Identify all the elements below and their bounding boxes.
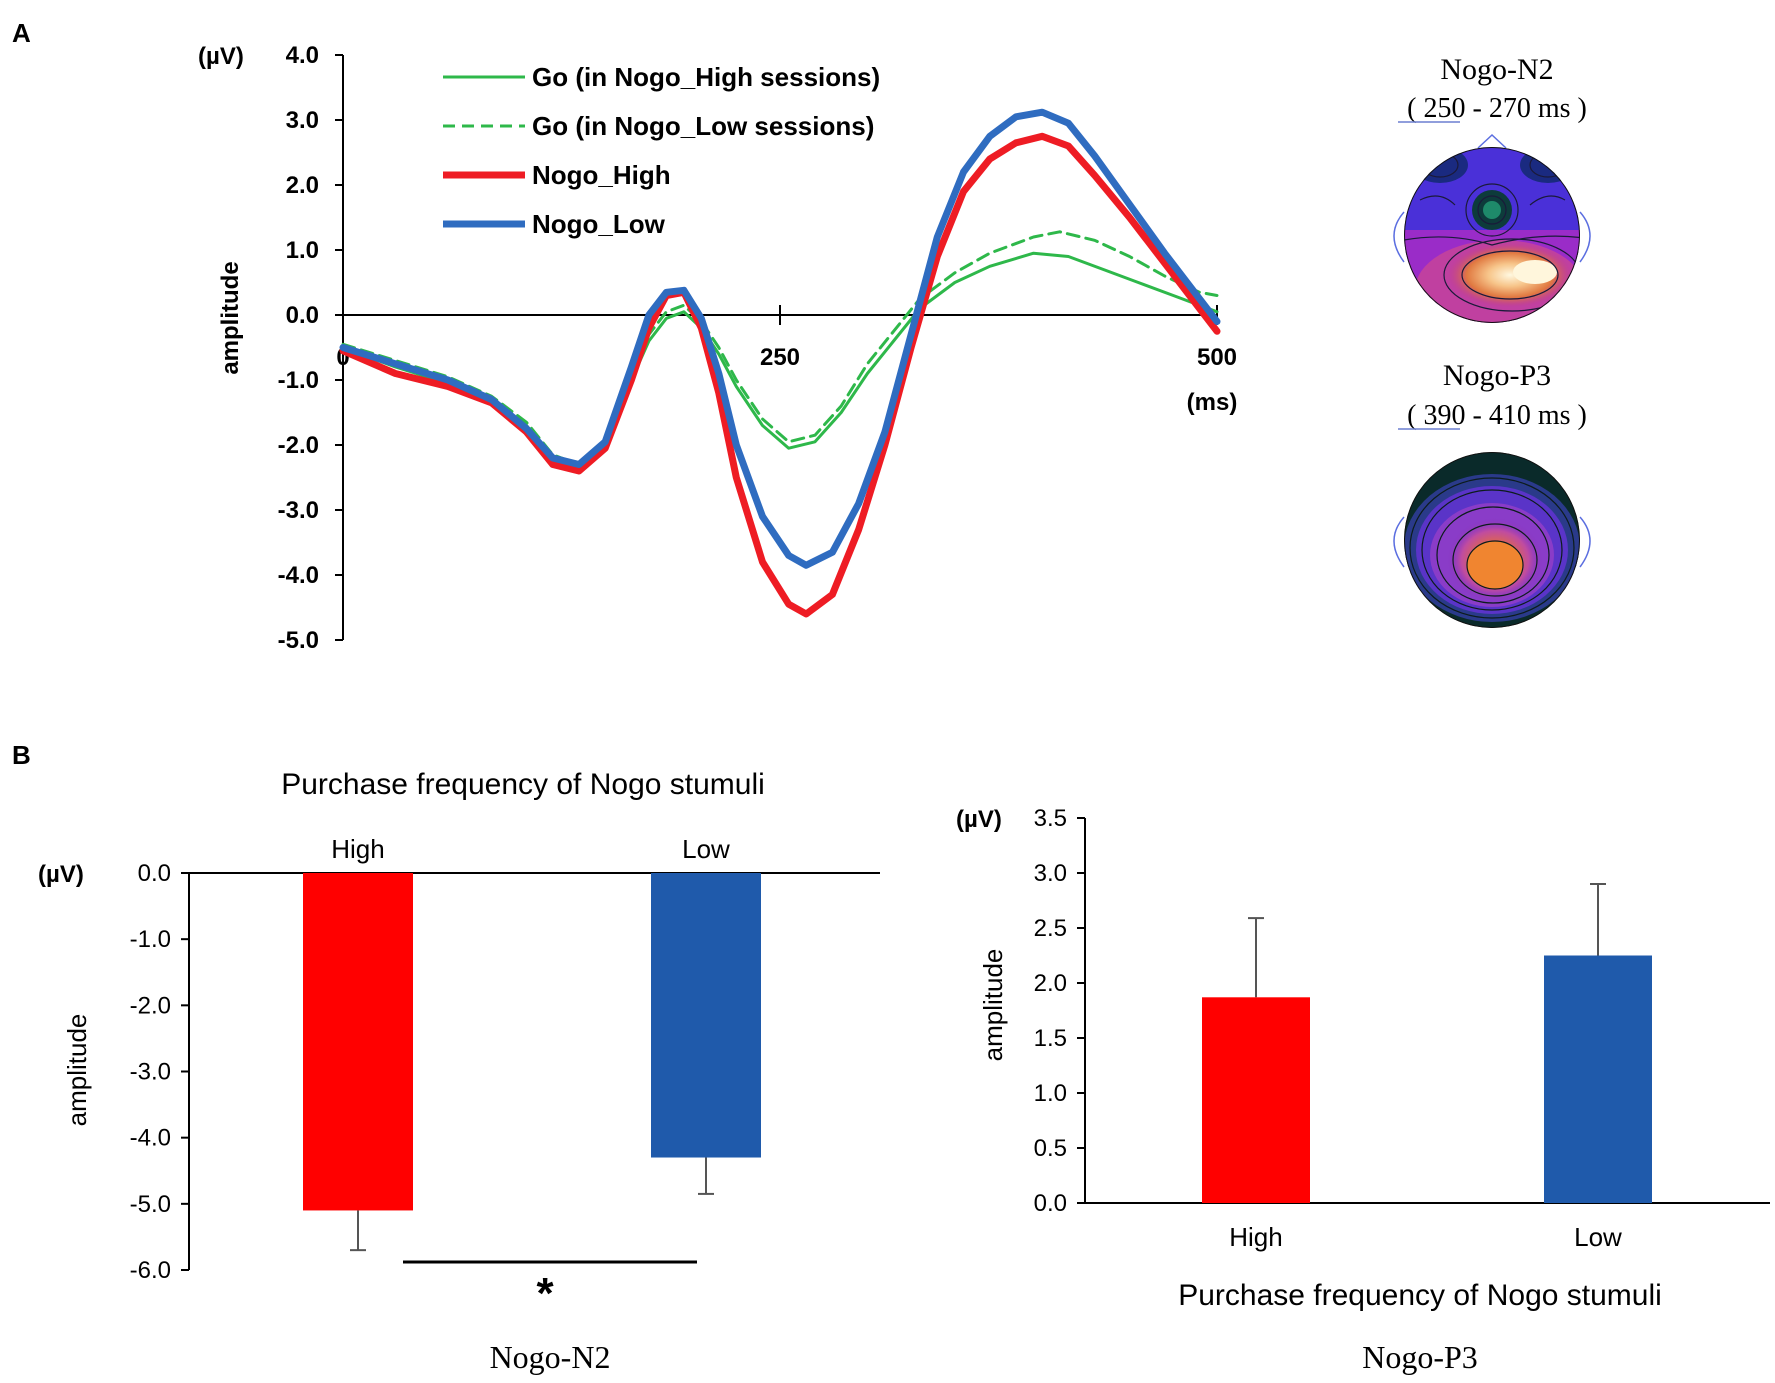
- p3-y-tick-label: 2.0: [1034, 970, 1067, 997]
- p3-category-label: High: [1229, 1222, 1282, 1252]
- n2-unit-label: (µV): [38, 861, 84, 888]
- n2-significance-star: *: [536, 1269, 554, 1318]
- n2-bars: High Low: [303, 834, 761, 1252]
- erp-y-tick-label: 2.0: [286, 172, 319, 199]
- n2-y-tick-label: -6.0: [130, 1257, 171, 1284]
- erp-x-tick-label: 500: [1197, 344, 1237, 371]
- p3-y-ticks: 3.5 3.0 2.5 2.0 1.5 1.0 0.5 0.0: [1034, 805, 1085, 1217]
- erp-chart: 4.03.02.01.00.0-1.0-2.0-3.0-4.0-5.0 0 250…: [198, 42, 1237, 654]
- erp-series-lines: [339, 108, 1221, 618]
- erp-series-line: [341, 230, 1219, 466]
- n2-y-tick-label: 0.0: [138, 860, 171, 887]
- p3-x-label: Purchase frequency of Nogo stumuli: [1178, 1279, 1662, 1312]
- erp-legend-label: Go (in Nogo_High sessions): [532, 62, 880, 92]
- erp-y-tick-label: 0.0: [286, 302, 319, 329]
- erp-x-label: (ms): [1187, 389, 1238, 416]
- erp-series-line: [339, 108, 1221, 569]
- n2-y-tick-label: -1.0: [130, 926, 171, 953]
- p3-y-tick-label: 0.5: [1034, 1135, 1067, 1162]
- topomap-p3: Nogo-P3 ( 390 - 410 ms ): [1393, 359, 1591, 628]
- n2-category-label: High: [331, 834, 384, 864]
- head-outline-n2: [1393, 133, 1591, 263]
- n2-y-label: amplitude: [62, 1014, 92, 1127]
- n2-category-label: Low: [682, 834, 730, 864]
- erp-legend-label: Nogo_High: [532, 160, 671, 190]
- n2-bar: [651, 873, 761, 1158]
- p3-bar: [1202, 997, 1310, 1203]
- erp-legend-label: Nogo_Low: [532, 209, 666, 239]
- erp-y-tick-label: -5.0: [278, 627, 319, 654]
- erp-y-tick-label: -3.0: [278, 497, 319, 524]
- n2-y-tick-label: -5.0: [130, 1191, 171, 1218]
- n2-bar: [303, 873, 413, 1211]
- topomap-n2-window: ( 250 - 270 ms ): [1407, 93, 1587, 124]
- erp-series-line: [339, 132, 1221, 618]
- p3-bar-chart: 3.5 3.0 2.5 2.0 1.5 1.0 0.5 0.0 High Low (µV) am…: [956, 805, 1770, 1375]
- topomap-p3-window: ( 390 - 410 ms ): [1407, 400, 1587, 431]
- n2-chart-title: Purchase frequency of Nogo stumuli: [281, 768, 765, 801]
- erp-legend: Go (in Nogo_High sessions) Go (in Nogo_Lo…: [443, 62, 880, 239]
- topomap-p3-surface: [1404, 452, 1580, 628]
- p3-category-label: Low: [1574, 1222, 1622, 1252]
- p3-y-tick-label: 1.0: [1034, 1080, 1067, 1107]
- erp-x-tick-label: 250: [760, 344, 800, 371]
- topomap-p3-title: Nogo-P3: [1443, 359, 1551, 392]
- topomap-n2-title: Nogo-N2: [1440, 53, 1553, 86]
- erp-y-tick-label: -4.0: [278, 562, 319, 589]
- p3-y-tick-label: 3.5: [1034, 805, 1067, 832]
- erp-unit-label: (µV): [198, 43, 244, 70]
- erp-y-tick-label: 3.0: [286, 107, 319, 134]
- n2-caption: Nogo-N2: [490, 1339, 611, 1375]
- topomap-n2: Nogo-N2 ( 250 - 270 ms ): [1393, 53, 1591, 323]
- n2-y-ticks: 0.0 -1.0 -2.0 -3.0 -4.0 -5.0 -6.0: [130, 860, 189, 1284]
- erp-y-tick-label: -1.0: [278, 367, 319, 394]
- n2-y-tick-label: -4.0: [130, 1125, 171, 1152]
- n2-bar-chart: Purchase frequency of Nogo stumuli 0.0 -1…: [38, 768, 880, 1375]
- p3-bars: High Low: [1202, 883, 1652, 1252]
- n2-y-tick-label: -2.0: [130, 992, 171, 1019]
- p3-caption: Nogo-P3: [1362, 1339, 1478, 1375]
- p3-y-label: amplitude: [978, 949, 1008, 1062]
- p3-y-tick-label: 3.0: [1034, 860, 1067, 887]
- head-outline-p3: [1393, 516, 1591, 568]
- p3-y-tick-label: 0.0: [1034, 1190, 1067, 1217]
- p3-unit-label: (µV): [956, 806, 1002, 833]
- panel-label-a: A: [12, 18, 31, 48]
- erp-y-tick-label: 4.0: [286, 42, 319, 69]
- n2-y-tick-label: -3.0: [130, 1059, 171, 1086]
- erp-y-ticks: 4.0 3.0 2.0 1.0 0.0 -1.0 -2.0 -3.0 -4.0 -5.0: [278, 42, 343, 654]
- panel-label-b: B: [12, 740, 31, 770]
- erp-y-tick-label: 1.0: [286, 237, 319, 264]
- p3-y-tick-label: 1.5: [1034, 1025, 1067, 1052]
- p3-bar: [1544, 955, 1652, 1203]
- erp-y-tick-label: -2.0: [278, 432, 319, 459]
- erp-legend-label: Go (in Nogo_Low sessions): [532, 111, 874, 141]
- erp-y-label: amplitude: [217, 261, 244, 374]
- topomap-n2-surface: [1404, 147, 1580, 323]
- p3-y-tick-label: 2.5: [1034, 915, 1067, 942]
